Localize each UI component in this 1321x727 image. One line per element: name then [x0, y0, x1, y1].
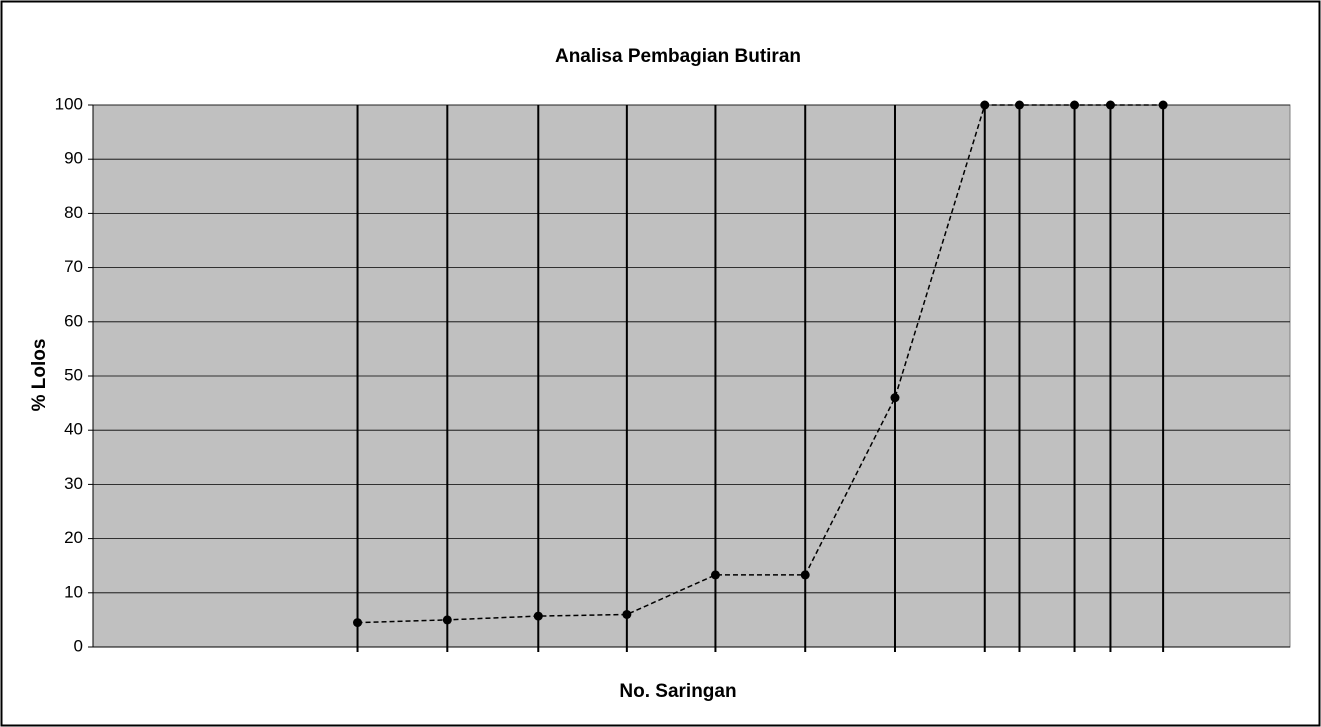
chart-title: Analisa Pembagian Butiran	[555, 46, 801, 67]
data-point	[980, 100, 990, 110]
y-tick-label: 0	[74, 636, 83, 655]
y-tick-label: 90	[64, 149, 83, 168]
data-point	[1014, 100, 1024, 110]
y-axis-label: % Lolos	[29, 339, 50, 412]
y-tick-label: 20	[64, 528, 83, 547]
y-tick-label: 10	[64, 582, 83, 601]
x-axis-label: No. Saringan	[619, 681, 736, 702]
y-tick-label: 80	[64, 203, 83, 222]
data-point	[890, 393, 900, 403]
data-point	[1158, 100, 1168, 110]
data-point	[353, 618, 363, 628]
data-point	[1070, 100, 1080, 110]
y-tick-label: 60	[64, 311, 83, 330]
data-point	[622, 609, 632, 619]
y-tick-label: 50	[64, 365, 83, 384]
y-tick-label: 40	[64, 420, 83, 439]
data-point	[800, 570, 810, 580]
data-point	[710, 570, 720, 580]
data-line	[357, 104, 1164, 624]
data-point	[1105, 100, 1115, 110]
data-point	[442, 615, 452, 625]
y-tick-label: 70	[64, 257, 83, 276]
y-tick-label: 30	[64, 474, 83, 493]
y-tick-label: 100	[55, 94, 83, 113]
data-point	[533, 611, 543, 621]
